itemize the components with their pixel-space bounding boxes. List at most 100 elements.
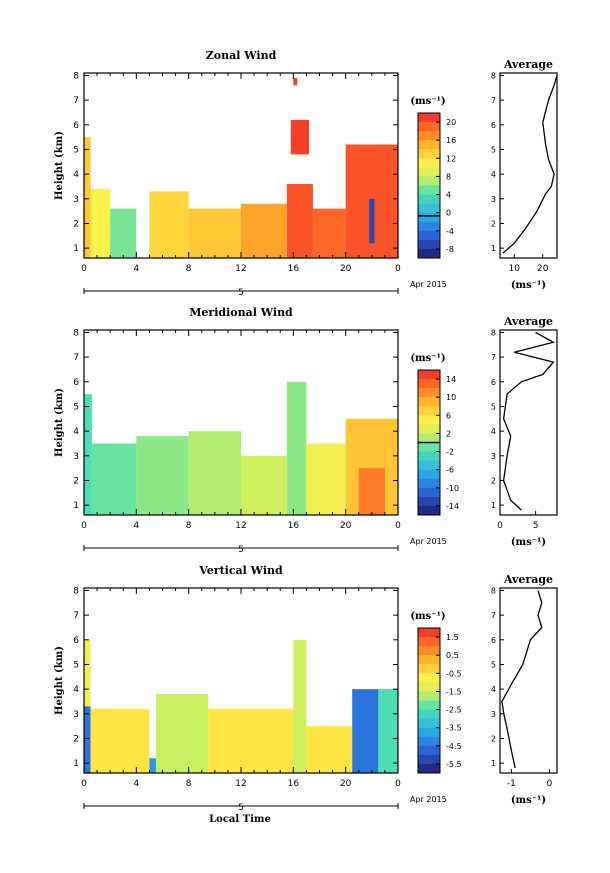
x-tick-label: 8 [186, 779, 192, 789]
data-region [208, 708, 294, 773]
colorbar-band [418, 149, 440, 159]
avg-y-tick-label: 5 [491, 145, 496, 154]
colorbar-band [418, 718, 440, 729]
colorbar-band [418, 469, 440, 480]
colorbar-band [418, 424, 440, 434]
x-tick-label: 8 [186, 264, 192, 274]
data-region [84, 137, 91, 258]
avg-y-tick-label: 2 [491, 476, 496, 485]
y-tick-label: 1 [73, 501, 79, 511]
data-region [110, 208, 137, 258]
data-region [290, 119, 310, 155]
colorbar-band [418, 691, 440, 701]
colorbar-band [418, 736, 440, 747]
x-tick-label: 16 [288, 521, 300, 531]
colorbar-band [418, 637, 440, 647]
x-tick-label: 20 [340, 521, 352, 531]
avg-y-tick-label: 3 [491, 195, 496, 204]
data-region [188, 208, 241, 258]
date-label: Apr 2015 [410, 795, 447, 804]
avg-y-tick-label: 7 [491, 353, 496, 362]
avg-x-tick-label: -1 [507, 779, 516, 789]
data-region [293, 77, 298, 86]
colorbar-band [418, 673, 440, 683]
x-tick-label: 12 [235, 779, 246, 789]
xlabel-bottom: Local Time [209, 814, 271, 825]
avg-y-tick-label: 2 [491, 734, 496, 743]
panel-title: Zonal Wind [206, 49, 277, 62]
average-profile-line [502, 75, 558, 254]
colorbar-band [418, 239, 440, 250]
avg-y-tick-label: 4 [491, 685, 496, 694]
colorbar-tick-label: 14 [446, 375, 456, 384]
colorbar-tick-label: 10 [446, 393, 456, 402]
colorbar-tick-label: 2 [446, 429, 451, 438]
colorbar-band [418, 248, 440, 259]
colorbar-band [418, 185, 440, 196]
y-tick-label: 5 [73, 145, 79, 155]
data-region [352, 689, 379, 773]
colorbar-tick-label: -14 [446, 502, 459, 511]
avg-y-tick-label: 4 [491, 427, 496, 436]
y-axis-label: Height (km) [54, 646, 65, 715]
average-title: Average [503, 573, 553, 586]
x-tick-label: 4 [133, 521, 139, 531]
avg-y-tick-label: 8 [491, 586, 496, 595]
colorbar-band [418, 682, 440, 692]
y-tick-label: 4 [73, 427, 79, 437]
data-region [286, 381, 307, 515]
avg-y-tick-label: 1 [491, 501, 496, 510]
x-tick-label: 16 [288, 264, 300, 274]
x-tick-label: 0 [395, 521, 401, 531]
average-profile-line [502, 331, 556, 511]
colorbar-band [418, 505, 440, 516]
colorbar-frame [417, 627, 441, 774]
avg-y-tick-label: 1 [491, 759, 496, 768]
avg-x-tick-label: 0 [547, 779, 553, 789]
colorbar-band [418, 415, 440, 425]
colorbar-band [418, 709, 440, 720]
colorbar-band [418, 655, 440, 665]
y-tick-label: 7 [73, 353, 79, 363]
average-xlabel: (ms⁻¹) [511, 280, 546, 291]
data-region [90, 188, 111, 258]
colorbar-band [418, 496, 440, 507]
x-tick-label: 0 [81, 779, 87, 789]
y-tick-label: 1 [73, 244, 79, 254]
colorbar-band [418, 754, 440, 765]
data-region [358, 468, 385, 515]
y-tick-label: 2 [73, 219, 79, 229]
colorbar-tick-label: -10 [446, 484, 459, 493]
data-region [84, 394, 92, 515]
colorbar-band [418, 727, 440, 738]
avg-y-tick-label: 6 [491, 378, 496, 387]
colorbar-tick-label: -3.5 [446, 724, 462, 733]
x-tick-label: 12 [235, 264, 246, 274]
y-tick-label: 8 [73, 71, 79, 81]
avg-y-tick-label: 8 [491, 328, 496, 337]
x-tick-label: 8 [186, 521, 192, 531]
colorbar-band [418, 167, 440, 177]
y-tick-label: 6 [73, 636, 79, 646]
colorbar-band [418, 131, 440, 141]
x-tick-label: 20 [340, 779, 352, 789]
average-frame [499, 72, 558, 259]
y-axis-label: Height (km) [54, 131, 65, 200]
x-tick-label: 16 [288, 779, 300, 789]
colorbar-tick-label: -0.5 [446, 669, 462, 678]
data-region [241, 455, 287, 515]
average-xlabel: (ms⁻¹) [511, 795, 546, 806]
x-tick-label: 12 [235, 521, 246, 531]
date-label: Apr 2015 [410, 537, 447, 546]
avg-y-tick-label: 6 [491, 121, 496, 130]
average-title: Average [503, 58, 553, 71]
colorbar-band [418, 763, 440, 774]
colorbar-band [418, 745, 440, 756]
y-tick-label: 8 [73, 586, 79, 596]
date-label: Apr 2015 [410, 280, 447, 289]
x-tick-label: 20 [340, 264, 352, 274]
colorbar-band [418, 212, 440, 223]
